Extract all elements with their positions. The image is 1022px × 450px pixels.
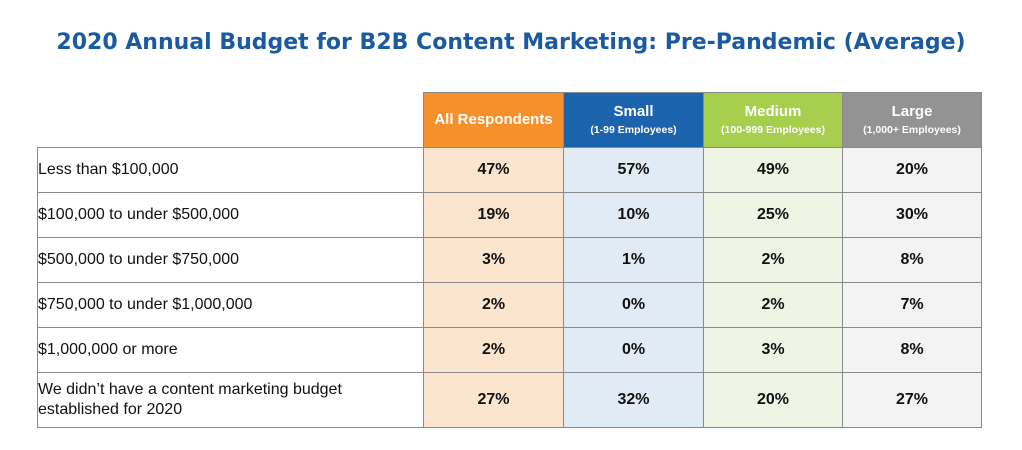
table-row: We didn’t have a content marketing budge… [37,372,982,428]
table-cell: 27% [842,372,982,428]
column-header-sublabel: (100-999 Employees) [721,124,825,136]
column-header-label: All Respondents [434,111,553,128]
header-row: All Respondents Small (1-99 Employees) M… [38,92,982,148]
chart-title: 2020 Annual Budget for B2B Content Marke… [56,30,966,55]
table-cell: 8% [842,327,982,373]
table-cell: 0% [563,327,704,373]
header-corner [38,93,424,148]
column-header-large: Large (1,000+ Employees) [842,92,982,148]
table-cell: 3% [423,237,564,283]
table-row: $1,000,000 or more 2% 0% 3% 8% [37,327,982,373]
table-cell: 2% [423,327,564,373]
table-cell: 1% [563,237,704,283]
row-label: We didn’t have a content marketing budge… [37,372,424,428]
table-cell: 19% [423,192,564,238]
column-header-small: Small (1-99 Employees) [563,92,704,148]
table-cell: 27% [423,372,564,428]
table-cell: 20% [703,372,843,428]
table-row: $100,000 to under $500,000 19% 10% 25% 3… [37,192,982,238]
table-cell: 20% [842,147,982,193]
column-header-label: Large [891,103,933,120]
table-row: $500,000 to under $750,000 3% 1% 2% 8% [37,237,982,283]
row-label: $500,000 to under $750,000 [37,237,424,283]
table-cell: 32% [563,372,704,428]
row-label: $1,000,000 or more [37,327,424,373]
table-cell: 8% [842,237,982,283]
table-cell: 49% [703,147,843,193]
column-header-label: Small [613,103,654,120]
budget-table: All Respondents Small (1-99 Employees) M… [37,92,982,428]
table-cell: 10% [563,192,704,238]
table-row: $750,000 to under $1,000,000 2% 0% 2% 7% [37,282,982,328]
table-cell: 57% [563,147,704,193]
row-label: $100,000 to under $500,000 [37,192,424,238]
table-cell: 3% [703,327,843,373]
table-cell: 7% [842,282,982,328]
table-cell: 30% [842,192,982,238]
table-cell: 0% [563,282,704,328]
column-header-all-respondents: All Respondents [423,92,564,148]
table-cell: 2% [423,282,564,328]
table-row: Less than $100,000 47% 57% 49% 20% [37,147,982,193]
column-header-medium: Medium (100-999 Employees) [703,92,843,148]
row-label: $750,000 to under $1,000,000 [37,282,424,328]
table-cell: 2% [703,237,843,283]
column-header-sublabel: (1,000+ Employees) [863,124,961,136]
table-cell: 47% [423,147,564,193]
column-header-sublabel: (1-99 Employees) [590,124,677,136]
row-label: Less than $100,000 [37,147,424,193]
column-header-label: Medium [744,103,802,120]
table-cell: 25% [703,192,843,238]
table-cell: 2% [703,282,843,328]
